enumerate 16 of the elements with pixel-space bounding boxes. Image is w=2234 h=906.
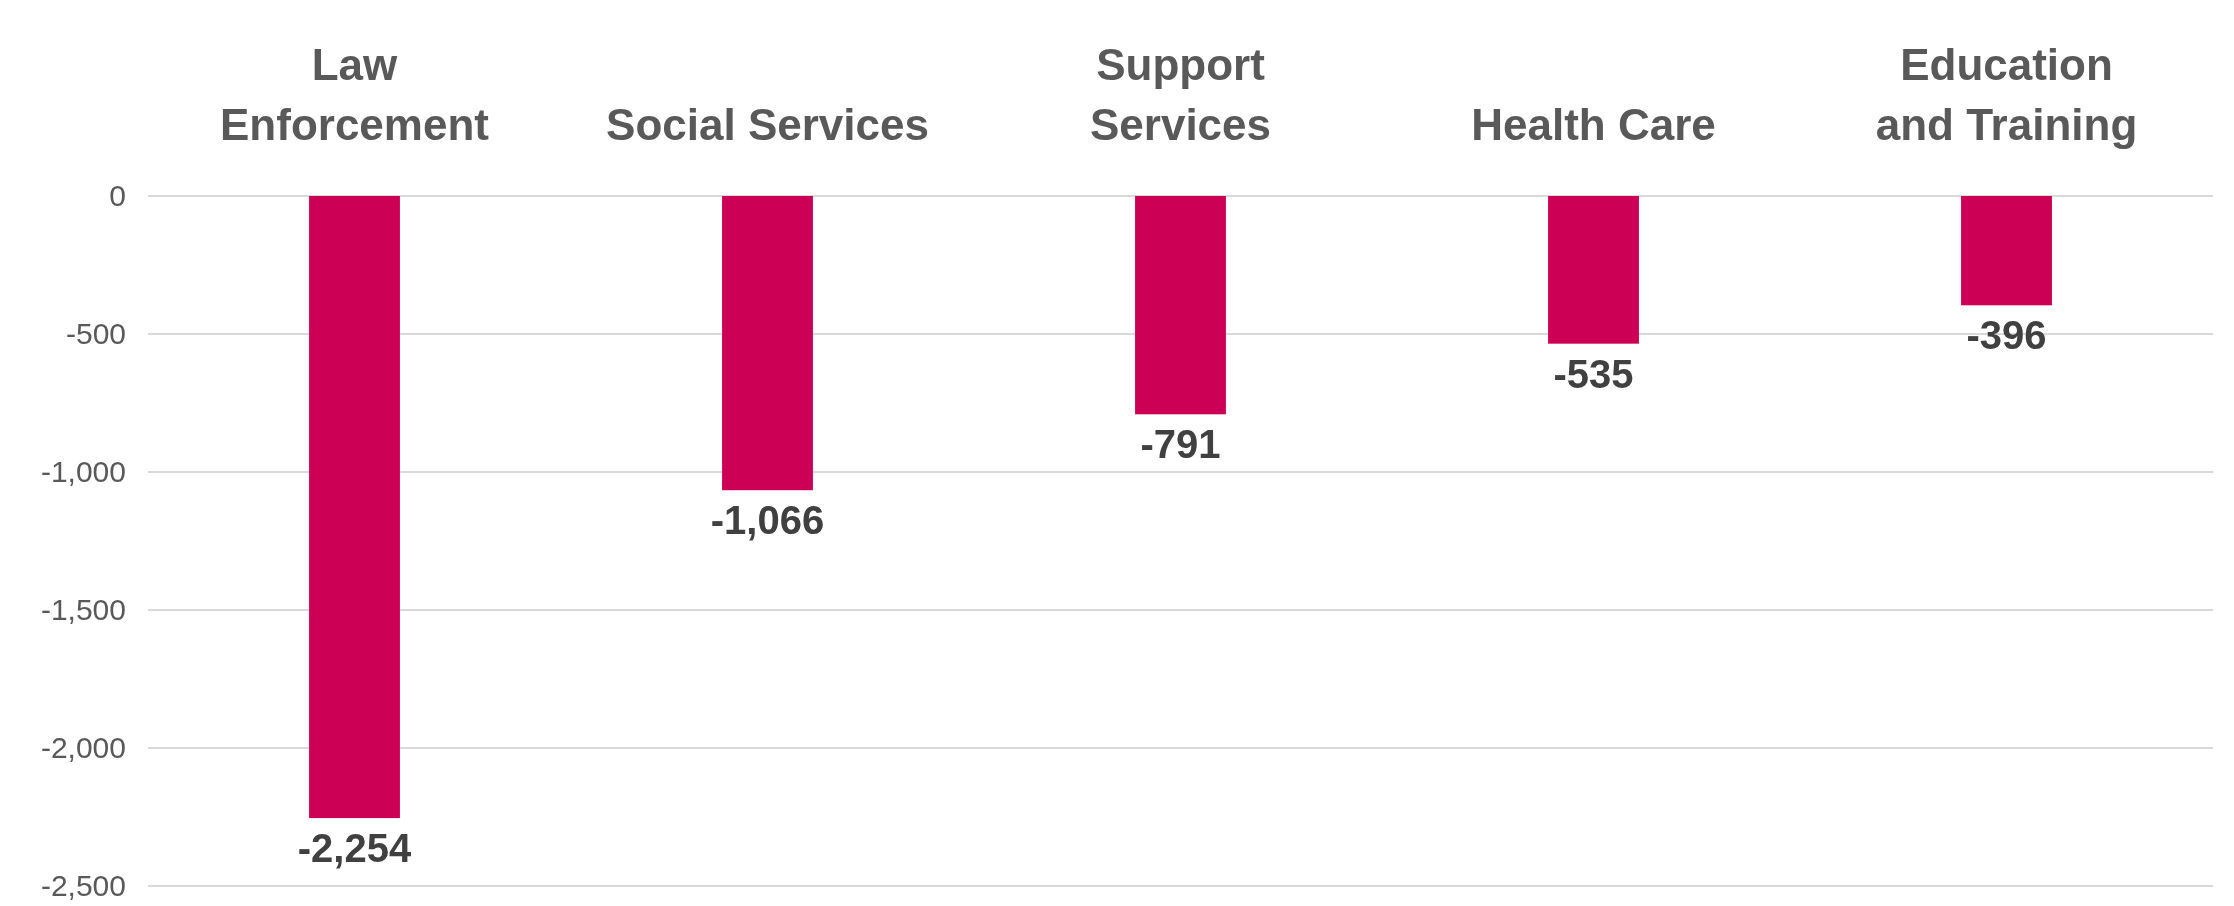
data-label: -396 xyxy=(1966,313,2047,358)
x-tick-label: Law Enforcement xyxy=(220,40,490,149)
y-tick-label: -2,000 xyxy=(40,731,126,764)
data-label: -2,254 xyxy=(297,826,412,871)
x-tick-label: Health Care xyxy=(1471,100,1716,149)
data-label: -791 xyxy=(1140,422,1221,467)
y-tick-label: -1,500 xyxy=(40,593,126,626)
data-label: -535 xyxy=(1553,351,1634,396)
y-tick-label: -2,500 xyxy=(40,869,126,902)
y-tick-label: 0 xyxy=(109,179,126,212)
y-tick-label: -500 xyxy=(65,317,126,350)
data-label: -1,066 xyxy=(710,498,825,543)
y-tick-label: -1,000 xyxy=(40,455,126,488)
x-tick-label: Education and Training xyxy=(1875,40,2138,149)
x-tick-label: Social Services xyxy=(606,100,929,149)
x-tick-label: Support Services xyxy=(1089,40,1272,149)
